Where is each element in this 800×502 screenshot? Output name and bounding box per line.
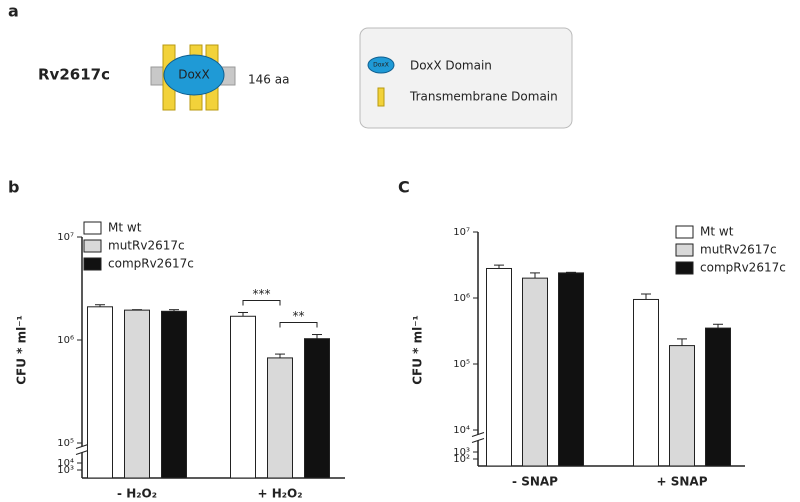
bar (633, 298, 659, 467)
legend-label: Mt wt (700, 225, 734, 239)
legend-label: mutRv2617c (700, 243, 777, 257)
legend-label: DoxX Domain (410, 59, 492, 73)
legend-label: compRv2617c (700, 261, 786, 275)
doxx-domain (163, 54, 225, 96)
legend-swatch (675, 225, 694, 239)
bar (522, 277, 548, 467)
significance-label: *** (253, 287, 271, 301)
x-tick-label: + SNAP (657, 475, 708, 489)
legend-icon (377, 87, 385, 107)
legend-box (359, 27, 573, 129)
y-tick-label: 10⁶ (453, 293, 470, 304)
domain-label: DoxX (178, 68, 210, 82)
y-tick-label: 10⁴ (453, 425, 470, 436)
y-tick-label: 10² (453, 454, 470, 465)
legend-label: compRv2617c (108, 257, 194, 271)
panel-label: C (398, 178, 410, 197)
x-tick-label: - H₂O₂ (117, 487, 157, 501)
legend-label: Transmembrane Domain (409, 90, 558, 104)
y-tick-label: 10⁴ (57, 458, 74, 469)
y-axis-label: CFU * ml⁻¹ (15, 315, 29, 385)
y-tick-label: 10⁵ (57, 438, 74, 449)
legend-label: Mt wt (108, 221, 142, 235)
legend-icon (367, 56, 395, 74)
legend-swatch (675, 261, 694, 275)
panel-label: a (8, 2, 19, 21)
bar (87, 306, 113, 479)
legend-icon-label: DoxX (373, 62, 389, 69)
bar (558, 272, 584, 467)
legend-swatch (83, 239, 102, 253)
y-tick-label: 10³ (57, 465, 74, 476)
legend-label: mutRv2617c (108, 239, 185, 253)
y-tick-label: 10³ (453, 447, 470, 458)
y-axis-label: CFU * ml⁻¹ (411, 315, 425, 385)
bar (230, 315, 256, 479)
bar (669, 345, 695, 467)
y-tick-label: 10⁵ (453, 359, 470, 370)
panel-label: b (8, 178, 19, 197)
bar (161, 310, 187, 479)
x-tick-label: + H₂O₂ (258, 487, 303, 501)
y-tick-label: 10⁷ (453, 227, 470, 238)
axis-break-mark (471, 432, 485, 437)
length-label: 146 aa (248, 73, 289, 87)
legend-swatch (675, 243, 694, 257)
axis-break (472, 434, 484, 441)
significance-bracket (279, 322, 318, 328)
axis-break (76, 446, 88, 453)
legend-swatch (83, 221, 102, 235)
axis-break-mark (75, 444, 89, 449)
axis-break-mark (471, 438, 485, 443)
bar (304, 338, 330, 479)
x-tick-label: - SNAP (512, 475, 558, 489)
bar (124, 309, 150, 479)
significance-bracket (242, 299, 281, 306)
protein-name: Rv2617c (38, 66, 110, 84)
bar (267, 357, 293, 479)
significance-label: ** (293, 309, 305, 323)
y-tick-label: 10⁷ (57, 232, 74, 243)
bar (705, 327, 731, 467)
y-tick-label: 10⁶ (57, 335, 74, 346)
legend-swatch (83, 257, 102, 271)
bar (486, 267, 512, 467)
axis-break-mark (75, 450, 89, 455)
